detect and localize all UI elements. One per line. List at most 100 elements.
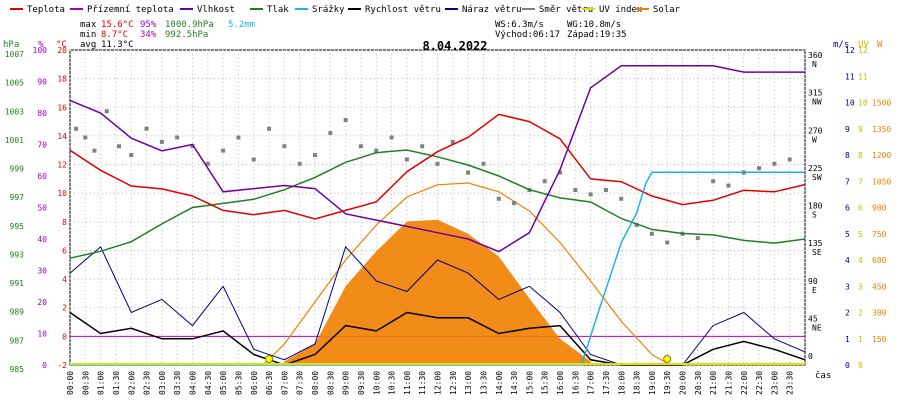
axis-temp-tick: 0: [62, 332, 67, 341]
axis-x-tick: 16:00: [556, 371, 565, 395]
axis-dir-tick: 315: [808, 89, 823, 98]
axis-ms-tick: 7: [845, 177, 850, 186]
axis-x-tick: 20:00: [679, 371, 688, 395]
axis-pct-tick: 50: [37, 204, 47, 213]
axis-ms-tick: 1: [845, 335, 850, 344]
axis-x-tick: 20:30: [694, 371, 703, 395]
legend-label: Přízemní teplota: [87, 5, 174, 15]
axis-x-tick: 04:00: [189, 371, 198, 395]
axis-x-tick: 01:30: [112, 371, 121, 395]
axis-solar-tick: 900: [872, 204, 887, 213]
axis-x-tick: 01:00: [97, 371, 106, 395]
axis-uv-tick: 1: [858, 335, 863, 344]
wind-dir-point: [435, 161, 440, 166]
axis-temp-tick: 6: [62, 246, 67, 255]
wind-dir-point: [374, 148, 379, 153]
axis-x-tick: 00:00: [66, 371, 75, 395]
axis-x-tick: 15:30: [541, 371, 550, 395]
axis-x-tick: 10:30: [388, 371, 397, 395]
wind-dir-point: [573, 188, 578, 192]
wind-dir-point: [711, 179, 716, 184]
axis-x-tick: 18:30: [633, 371, 642, 395]
wind-dir-point: [420, 144, 425, 149]
axis-ms-tick: 11: [845, 72, 855, 81]
axis-solar-tick: 750: [872, 230, 887, 239]
axis-x-tick: 07:00: [280, 371, 289, 395]
axis-dir-tick: 180: [808, 202, 823, 211]
legend-label: Tlak: [267, 5, 289, 15]
axis-uv-unit: UV: [858, 40, 869, 50]
axis-pct-tick: 80: [37, 109, 47, 118]
axis-x-tick: 18:00: [617, 371, 626, 395]
axis-x-tick: 06:30: [265, 371, 274, 395]
wind-dir-point: [450, 139, 455, 144]
axis-hpa-tick: 993: [10, 250, 25, 259]
axis-dir-label: SE: [812, 248, 822, 257]
axis-temp-tick: 16: [57, 103, 67, 112]
wind-dir-point: [558, 170, 562, 175]
stat-max-hum: 95%: [140, 20, 157, 30]
axis-x-tick: 02:00: [127, 371, 136, 395]
wind-dir-point: [144, 126, 149, 131]
axis-ms-tick: 10: [845, 99, 855, 108]
stat-max-press: 1000.9hPa: [165, 20, 214, 30]
axis-temp-tick: 14: [57, 132, 67, 141]
stat-sunset: Západ:19:35: [567, 30, 627, 40]
axis-ms-tick: 2: [845, 309, 850, 318]
axis-dir-label: NW: [812, 98, 822, 107]
stat-max-rain: 5.2mm: [228, 20, 255, 30]
axis-x-tick: 16:30: [571, 371, 580, 395]
axis-temp-tick: 4: [62, 275, 67, 284]
wind-dir-point: [74, 126, 79, 131]
axis-solar-tick: 1350: [872, 125, 891, 134]
axis-uv-tick: 3: [858, 282, 863, 291]
axis-dir-label: SW: [812, 173, 822, 182]
axis-dir-tick: 45: [808, 314, 818, 323]
axis-x-unit: čas: [815, 370, 831, 381]
axis-dir-tick: 360: [808, 51, 823, 60]
axis-hpa-tick: 985: [10, 365, 25, 374]
axis-x-tick: 19:30: [663, 371, 672, 395]
axis-temp-unit: °C: [56, 40, 67, 50]
axis-dir-tick: 270: [808, 126, 823, 135]
axis-ms-tick: 4: [845, 256, 850, 265]
axis-uv-tick: 7: [858, 177, 863, 186]
stat-wg: WG:10.8m/s: [567, 20, 621, 30]
uv-marker: [663, 355, 672, 363]
stat-avg-temp: 11.3°C: [101, 40, 134, 50]
axis-temp-tick: 12: [57, 161, 67, 170]
wind-dir-point: [117, 144, 121, 149]
legend-label: Rychlost větru: [365, 5, 441, 15]
wind-dir-point: [588, 192, 593, 197]
axis-x-tick: 02:30: [143, 371, 152, 395]
axis-ms-tick: 0: [845, 361, 850, 370]
legend-label: Solar: [653, 5, 681, 15]
stat-min-press: 992.5hPa: [165, 30, 208, 40]
legend-label: Náraz větru: [462, 5, 522, 15]
axis-hpa-tick: 997: [10, 193, 25, 202]
wind-dir-point: [205, 161, 210, 166]
axis-x-tick: 03:00: [158, 371, 167, 395]
legend-label: Teplota: [27, 5, 65, 15]
axis-x-tick: 12:30: [449, 371, 458, 395]
rain-line: [70, 171, 805, 366]
axis-ms-tick: 8: [845, 151, 850, 160]
uv-marker: [265, 355, 274, 363]
wind-dir-point: [512, 201, 517, 206]
axis-ms-tick: 12: [845, 46, 855, 55]
grid: [69, 49, 806, 366]
wind-dir-point: [757, 166, 762, 171]
wind-dir-point: [603, 188, 608, 192]
wind-dir-point: [634, 223, 639, 227]
axis-x-tick: 22:00: [740, 371, 749, 395]
stat-max-temp: 15.6°C: [101, 20, 134, 30]
axis-ms-tick: 6: [845, 204, 850, 213]
axis-hpa-tick: 1003: [5, 107, 24, 116]
axis-x-tick: 22:30: [755, 371, 764, 395]
wind-dir-point: [496, 196, 501, 201]
wind-dir-point: [481, 161, 486, 166]
axis-dir-label: S: [812, 211, 817, 220]
axis-pct-tick: 90: [37, 78, 47, 87]
